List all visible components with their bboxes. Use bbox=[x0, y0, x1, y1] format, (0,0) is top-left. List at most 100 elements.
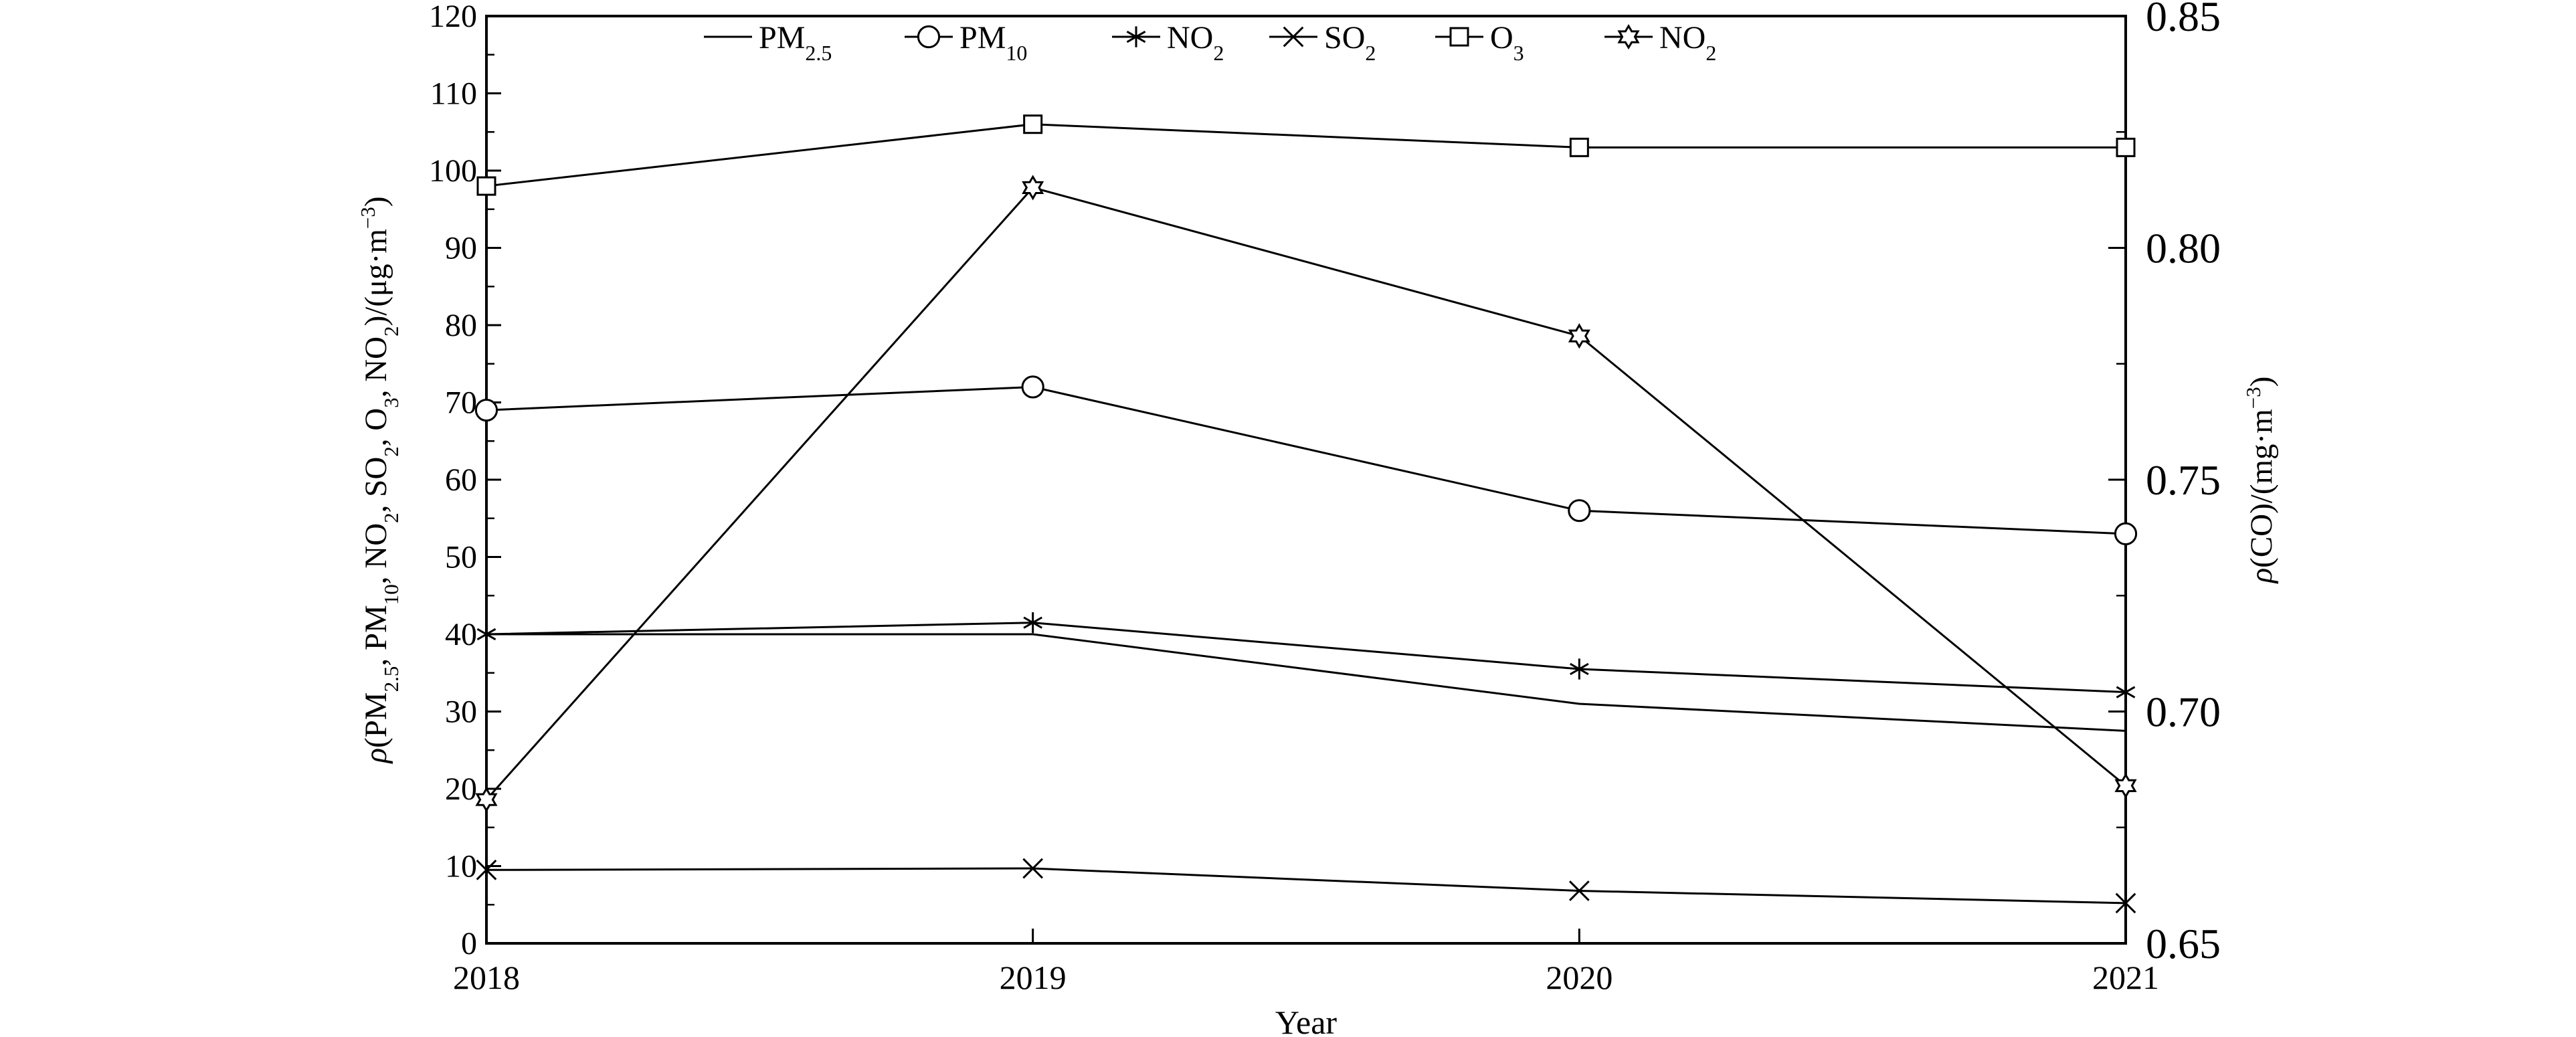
label-part: ) bbox=[359, 196, 393, 207]
subscript: 3 bbox=[379, 397, 403, 408]
data-point-so2 bbox=[1022, 858, 1044, 879]
y-left-tick-label: 10 bbox=[445, 849, 477, 884]
y-right-tick-label: 0.80 bbox=[2146, 225, 2221, 272]
x-tick-label: 2021 bbox=[2092, 959, 2159, 996]
legend-label: PM2.5 bbox=[759, 20, 832, 65]
data-point-o3 bbox=[1023, 114, 1043, 134]
label-part: , NO bbox=[359, 337, 393, 397]
subscript: 2 bbox=[379, 512, 403, 523]
data-point-no2 bbox=[2116, 682, 2136, 703]
legend-item-no2: NO2 bbox=[1112, 20, 1224, 65]
legend-label: PM10 bbox=[959, 20, 1027, 65]
y-axis-right: 0.65 0.70 0.75 0.80 0.85 bbox=[2108, 0, 2221, 967]
data-point-co bbox=[1022, 175, 1044, 201]
superscript: −3 bbox=[356, 207, 379, 229]
series-line-no2 bbox=[486, 622, 2126, 694]
data-point-o3 bbox=[2116, 137, 2136, 157]
data-point-co bbox=[1568, 322, 1590, 349]
y-right-tick-label: 0.85 bbox=[2146, 0, 2221, 40]
series-line-co bbox=[485, 186, 2126, 801]
series-line-so2 bbox=[486, 867, 2126, 905]
label-part: PM bbox=[759, 20, 805, 56]
y-left-tick-label: 0 bbox=[461, 926, 477, 961]
y-right-tick-label: 0.75 bbox=[2146, 456, 2221, 504]
subscript: 2.5 bbox=[805, 41, 832, 65]
label-part: )/(μg·m bbox=[359, 229, 393, 326]
label-part: (PM bbox=[359, 692, 393, 748]
data-point-o3 bbox=[476, 176, 496, 196]
series-co bbox=[475, 175, 2137, 813]
data-point-pm10 bbox=[2114, 522, 2138, 545]
legend-label: NO2 bbox=[1659, 20, 1716, 65]
legend-marker bbox=[1283, 26, 1304, 48]
data-point-no2 bbox=[1023, 612, 1042, 634]
data-point-co bbox=[2114, 773, 2137, 799]
series-no2 bbox=[476, 612, 2136, 703]
x-tick-label: 2020 bbox=[1546, 959, 1613, 996]
label-part: ) bbox=[2244, 377, 2279, 387]
legend-marker bbox=[1449, 27, 1469, 47]
legend-item-pm25: PM2.5 bbox=[704, 20, 832, 65]
label-part: SO bbox=[1324, 20, 1365, 56]
data-point-so2 bbox=[2115, 892, 2136, 914]
label-part: (CO)/(mg·m bbox=[2244, 409, 2279, 568]
data-point-so2 bbox=[1568, 880, 1590, 901]
series-layer bbox=[474, 114, 2138, 914]
y-left-tick-label: 80 bbox=[445, 308, 477, 343]
y-right-tick-label: 0.70 bbox=[2146, 688, 2221, 736]
series-pm25 bbox=[486, 633, 2126, 732]
label-part: , O bbox=[359, 408, 393, 446]
y-left-tick-label: 50 bbox=[445, 540, 477, 575]
plot-frame bbox=[485, 15, 2127, 945]
subscript: 10 bbox=[1006, 41, 1027, 65]
rho-symbol: ρ bbox=[359, 748, 393, 765]
label-part: , PM bbox=[359, 605, 393, 666]
subscript: 2 bbox=[379, 326, 403, 337]
subscript: 2 bbox=[379, 446, 403, 457]
label-part: , NO bbox=[359, 523, 393, 584]
legend-item-so2: SO2 bbox=[1269, 20, 1376, 65]
series-line-pm10 bbox=[486, 385, 2126, 535]
data-point-no2 bbox=[476, 624, 496, 645]
data-point-o3 bbox=[1569, 137, 1589, 157]
data-point-pm10 bbox=[474, 398, 498, 422]
legend-label: NO2 bbox=[1167, 20, 1224, 65]
legend-item-co: NO2 bbox=[1604, 20, 1716, 65]
x-axis-label: Year bbox=[1275, 1004, 1337, 1037]
legend-marker bbox=[1126, 26, 1146, 48]
label-part: O bbox=[1490, 20, 1513, 56]
legend-marker bbox=[1617, 23, 1640, 50]
series-line-o3 bbox=[486, 123, 2126, 187]
data-point-pm10 bbox=[1021, 375, 1044, 399]
label-part: PM bbox=[959, 20, 1006, 56]
subscript: 2.5 bbox=[379, 666, 403, 692]
data-point-no2 bbox=[1570, 658, 1589, 680]
subscript: 2 bbox=[1706, 41, 1716, 65]
legend-item-pm10: PM10 bbox=[905, 20, 1027, 65]
y-left-tick-label: 70 bbox=[445, 385, 477, 421]
y-left-tick-label: 20 bbox=[445, 771, 477, 807]
subscript: 2 bbox=[1213, 41, 1224, 65]
y-left-tick-label: 60 bbox=[445, 462, 477, 498]
y-axis-left: 0 10 20 30 40 50 60 70 80 90 100 110 120 bbox=[429, 0, 501, 961]
y-left-tick-label: 110 bbox=[430, 76, 477, 112]
x-tick-label: 2018 bbox=[453, 959, 520, 996]
x-axis: 2018 2019 2020 2021 bbox=[453, 929, 2159, 996]
data-point-co bbox=[475, 787, 498, 813]
label-part: NO bbox=[1659, 20, 1706, 56]
y-left-tick-label: 30 bbox=[445, 694, 477, 730]
subscript: 10 bbox=[379, 584, 403, 605]
label-part: , SO bbox=[359, 457, 393, 513]
y-left-tick-label: 40 bbox=[445, 617, 477, 652]
legend: PM2.5 PM10 NO2 SO2 O3 NO2 bbox=[704, 20, 1716, 65]
legend-marker bbox=[917, 25, 941, 49]
data-point-so2 bbox=[476, 859, 497, 880]
legend-item-o3: O3 bbox=[1435, 20, 1524, 65]
y-left-tick-label: 90 bbox=[445, 231, 477, 266]
series-pm10 bbox=[474, 375, 2138, 545]
rho-symbol: ρ bbox=[2244, 568, 2279, 585]
y-left-tick-label: 100 bbox=[429, 153, 477, 189]
series-so2 bbox=[476, 858, 2136, 914]
superscript: −3 bbox=[2241, 387, 2265, 409]
